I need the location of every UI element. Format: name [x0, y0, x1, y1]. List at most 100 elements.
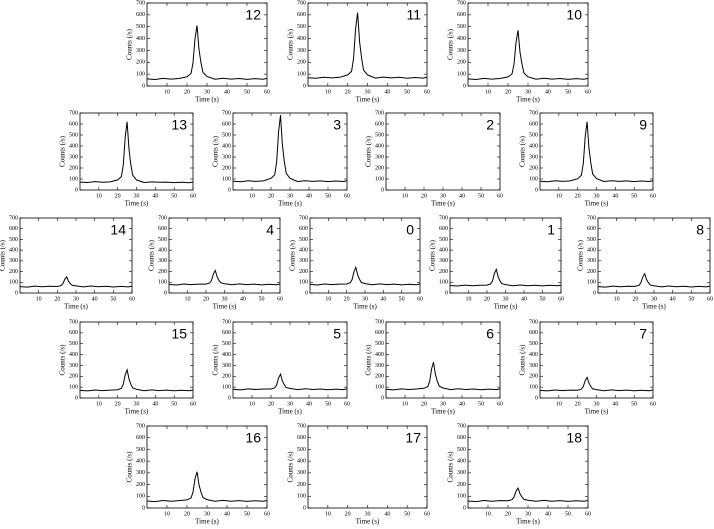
x-tick-label: 50 — [404, 511, 410, 517]
y-tick-label: 200 — [297, 60, 306, 66]
y-tick-label: 600 — [457, 12, 466, 18]
y-tick-label: 400 — [587, 248, 596, 254]
data-line — [79, 367, 194, 392]
y-tick-label: 500 — [529, 341, 538, 347]
y-tick-label: 600 — [457, 435, 466, 441]
x-tick-label: 30 — [525, 511, 531, 517]
x-tick-label: 30 — [287, 401, 293, 407]
x-axis-label: Time (s) — [516, 96, 540, 104]
x-tick-label: 60 — [190, 401, 196, 407]
data-line — [539, 376, 654, 392]
y-tick-label: 700 — [375, 319, 384, 325]
x-tick-label: 20 — [421, 401, 427, 407]
y-tick-label: 500 — [375, 341, 384, 347]
y-tick-label: 200 — [299, 269, 308, 275]
x-tick-label: 60 — [650, 193, 656, 199]
y-tick-label: 0 — [535, 395, 538, 401]
y-tick-label: 300 — [158, 258, 167, 264]
panel-title: 10 — [566, 7, 582, 23]
x-tick-label: 30 — [365, 511, 371, 517]
x-tick-label: 30 — [594, 193, 600, 199]
x-axis-label: Time (s) — [431, 408, 455, 416]
x-tick-label: 10 — [402, 193, 408, 199]
x-tick-label: 50 — [259, 296, 265, 302]
plot-frame — [385, 112, 501, 191]
panel-title: 0 — [406, 222, 414, 238]
x-tick-label: 60 — [558, 296, 564, 302]
x-tick-label: 30 — [134, 193, 140, 199]
y-tick-label: 300 — [69, 154, 78, 160]
panel-title: 1 — [547, 222, 555, 238]
y-tick-label: 200 — [222, 165, 231, 171]
plot-frame — [309, 217, 421, 294]
x-tick-label: 40 — [384, 511, 390, 517]
y-tick-label: 200 — [222, 374, 231, 380]
y-tick-label: 500 — [222, 341, 231, 347]
y-tick-label: 300 — [375, 363, 384, 369]
plot-frame — [449, 217, 562, 294]
x-tick-label: 10 — [556, 401, 562, 407]
y-tick-label: 0 — [303, 83, 306, 89]
y-tick-label: 400 — [136, 459, 145, 465]
y-axis-label: Counts (/s) — [365, 135, 373, 167]
y-tick-label: 300 — [136, 470, 145, 476]
panel-title: 16 — [245, 430, 261, 446]
y-tick-label: 400 — [457, 36, 466, 42]
y-tick-label: 300 — [222, 363, 231, 369]
panel-title: 15 — [171, 326, 187, 342]
data-line — [597, 272, 711, 288]
x-tick-label: 50 — [244, 511, 250, 517]
data-line — [539, 121, 654, 183]
data-line — [307, 12, 428, 79]
y-tick-label: 600 — [297, 435, 306, 441]
y-tick-label: 300 — [9, 258, 18, 264]
x-tick-label: 60 — [424, 511, 430, 517]
y-tick-label: 200 — [439, 269, 448, 275]
x-tick-label: 40 — [612, 193, 618, 199]
y-tick-label: 600 — [299, 226, 308, 232]
y-tick-label: 400 — [297, 36, 306, 42]
panel-title: 3 — [333, 117, 341, 133]
x-tick-label: 30 — [73, 296, 79, 302]
y-tick-label: 0 — [463, 505, 466, 511]
y-tick-label: 700 — [136, 0, 145, 6]
y-tick-label: 200 — [9, 269, 18, 275]
x-tick-label: 20 — [184, 511, 190, 517]
y-axis-label: Counts (/s) — [148, 239, 156, 271]
x-tick-label: 20 — [54, 296, 60, 302]
y-tick-label: 300 — [297, 48, 306, 54]
x-axis-label: Time (s) — [431, 200, 455, 208]
x-tick-label: 40 — [545, 511, 551, 517]
y-tick-label: 100 — [69, 176, 78, 182]
x-tick-label: 10 — [466, 296, 472, 302]
y-tick-label: 300 — [457, 470, 466, 476]
x-tick-label: 20 — [115, 193, 121, 199]
y-tick-label: 200 — [529, 374, 538, 380]
y-axis-label: Counts (/s) — [447, 28, 455, 60]
x-tick-label: 10 — [485, 511, 491, 517]
y-tick-label: 700 — [297, 423, 306, 429]
panel-title: 6 — [486, 326, 494, 342]
y-tick-label: 500 — [297, 447, 306, 453]
x-tick-label: 60 — [650, 401, 656, 407]
y-tick-label: 700 — [158, 215, 167, 221]
panel-title: 2 — [486, 117, 494, 133]
y-tick-label: 0 — [593, 290, 596, 296]
x-tick-label: 20 — [184, 89, 190, 95]
x-tick-label: 40 — [384, 89, 390, 95]
x-tick-label: 40 — [380, 296, 386, 302]
y-tick-label: 400 — [136, 36, 145, 42]
y-tick-label: 500 — [297, 24, 306, 30]
x-tick-label: 10 — [164, 511, 170, 517]
